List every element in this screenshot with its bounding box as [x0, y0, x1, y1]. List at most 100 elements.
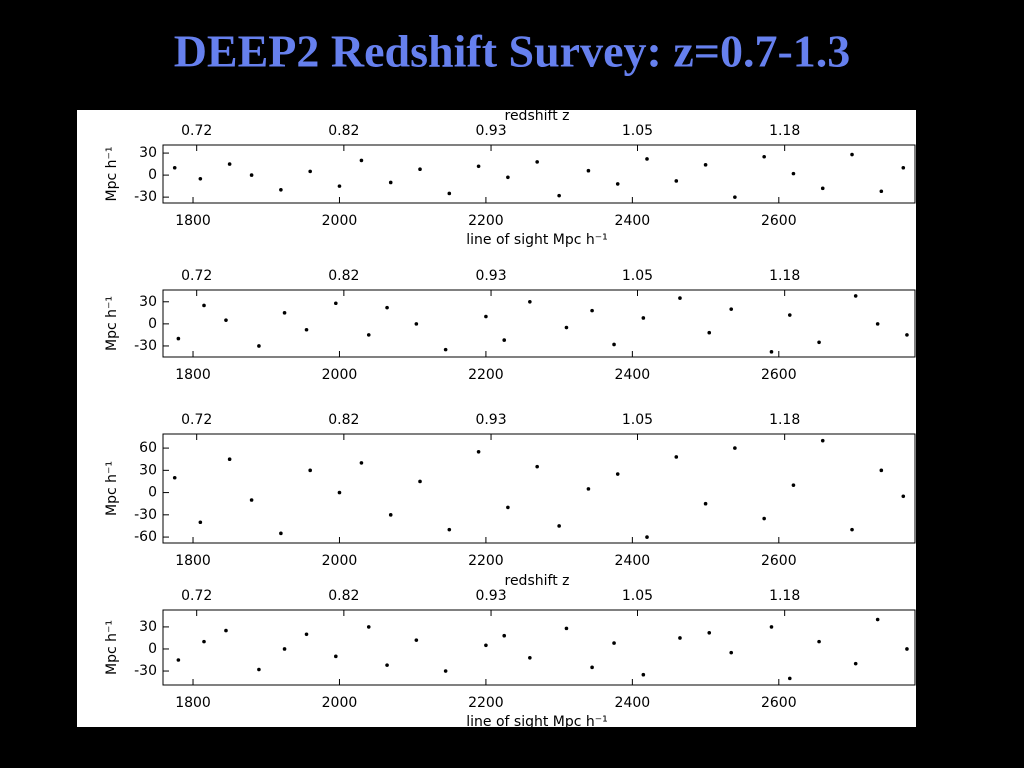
galaxy-point	[707, 630, 712, 635]
top-tick-label: 1.18	[769, 588, 800, 604]
x-tick-label: 2600	[761, 213, 797, 229]
galaxy-point	[762, 516, 766, 521]
top-tick-label: 0.82	[328, 268, 359, 284]
x-tick-label: 2600	[761, 367, 797, 383]
galaxy-point	[249, 173, 254, 177]
galaxy-point	[645, 157, 649, 161]
x-tick-label: 1800	[175, 695, 211, 711]
top-tick-label: 1.18	[769, 412, 800, 428]
galaxy-point	[612, 641, 616, 645]
galaxy-point	[366, 625, 371, 629]
galaxy-point	[641, 316, 646, 320]
galaxy-point	[901, 494, 906, 499]
top-tick-label: 0.93	[475, 123, 506, 139]
galaxy-point	[385, 663, 389, 667]
x-tick-label: 2400	[615, 367, 651, 383]
x-tick-label: 2000	[322, 367, 358, 383]
x-tick-label: 1800	[175, 213, 211, 229]
galaxy-point	[304, 632, 309, 637]
galaxy-point	[506, 505, 510, 510]
galaxy-point	[535, 160, 539, 164]
galaxy-point	[641, 672, 646, 677]
galaxy-point	[337, 490, 342, 495]
top-tick-label: 0.72	[181, 268, 212, 284]
galaxy-point	[645, 535, 649, 539]
galaxy-point	[304, 327, 309, 332]
galaxy-point	[703, 501, 708, 506]
top-tick-label: 1.05	[622, 412, 653, 428]
x-tick-label: 2000	[322, 695, 358, 711]
galaxy-point	[447, 527, 452, 532]
y-tick-label: 0	[148, 316, 157, 332]
galaxy-point	[787, 313, 792, 317]
galaxy-point	[249, 498, 254, 502]
galaxy-point	[707, 330, 712, 335]
galaxy-point	[227, 457, 232, 462]
top-tick-label: 0.72	[181, 123, 212, 139]
galaxy-point	[586, 168, 591, 173]
galaxy-point	[282, 647, 287, 651]
x-tick-label: 1800	[175, 367, 211, 383]
galaxy-point	[817, 340, 821, 345]
y-tick-label: 0	[148, 485, 157, 501]
galaxy-point	[198, 520, 203, 525]
top-tick-label: 0.93	[475, 268, 506, 284]
galaxy-point	[850, 527, 854, 532]
galaxy-point	[257, 667, 261, 672]
galaxy-point	[443, 347, 448, 352]
top-tick-label: 1.18	[769, 268, 800, 284]
y-tick-label: -30	[134, 338, 157, 354]
x-tick-label: 2400	[615, 553, 651, 569]
galaxy-point	[476, 449, 481, 454]
galaxy-point	[359, 158, 364, 163]
x-tick-label: 2200	[468, 367, 504, 383]
x-tick-label: 2400	[615, 213, 651, 229]
galaxy-point	[590, 665, 594, 670]
y-tick-label: -30	[134, 663, 157, 679]
galaxy-point	[366, 333, 371, 337]
top-axis-label: redshift z	[505, 108, 570, 124]
galaxy-point	[762, 154, 766, 159]
galaxy-point	[502, 633, 507, 638]
galaxy-point	[224, 628, 228, 633]
y-tick-label: 60	[139, 440, 157, 456]
galaxy-point	[875, 322, 880, 326]
galaxy-point	[733, 195, 737, 199]
galaxy-point	[905, 647, 909, 651]
galaxy-point	[729, 307, 734, 311]
galaxy-point	[502, 338, 507, 342]
galaxy-point	[447, 191, 452, 196]
y-tick-label: 30	[139, 619, 157, 635]
x-tick-label: 2600	[761, 553, 797, 569]
galaxy-point	[557, 524, 561, 528]
x-axis-label: line of sight Mpc h⁻¹	[466, 714, 608, 730]
galaxy-point	[615, 182, 620, 186]
galaxy-point	[359, 461, 364, 465]
top-tick-label: 0.72	[181, 588, 212, 604]
galaxy-point	[674, 455, 679, 459]
galaxy-point	[586, 487, 591, 491]
y-tick-label: 30	[139, 294, 157, 310]
galaxy-point	[202, 639, 206, 644]
galaxy-point	[678, 636, 682, 640]
galaxy-point	[729, 650, 734, 655]
x-tick-label: 2200	[468, 695, 504, 711]
y-axis-label: Mpc h⁻¹	[104, 461, 120, 516]
galaxy-point	[308, 169, 312, 174]
x-axis-label: line of sight Mpc h⁻¹	[466, 232, 608, 248]
galaxy-point	[198, 176, 203, 181]
top-tick-label: 0.82	[328, 123, 359, 139]
galaxy-point	[853, 661, 858, 666]
galaxy-point	[564, 325, 569, 330]
galaxy-point	[817, 639, 821, 644]
galaxy-point	[769, 350, 774, 354]
galaxy-point	[418, 479, 422, 484]
galaxy-point	[279, 187, 283, 192]
top-tick-label: 0.93	[475, 588, 506, 604]
galaxy-point	[557, 193, 561, 198]
top-tick-label: 1.05	[622, 588, 653, 604]
galaxy-point	[853, 294, 858, 298]
galaxy-point	[279, 531, 283, 536]
